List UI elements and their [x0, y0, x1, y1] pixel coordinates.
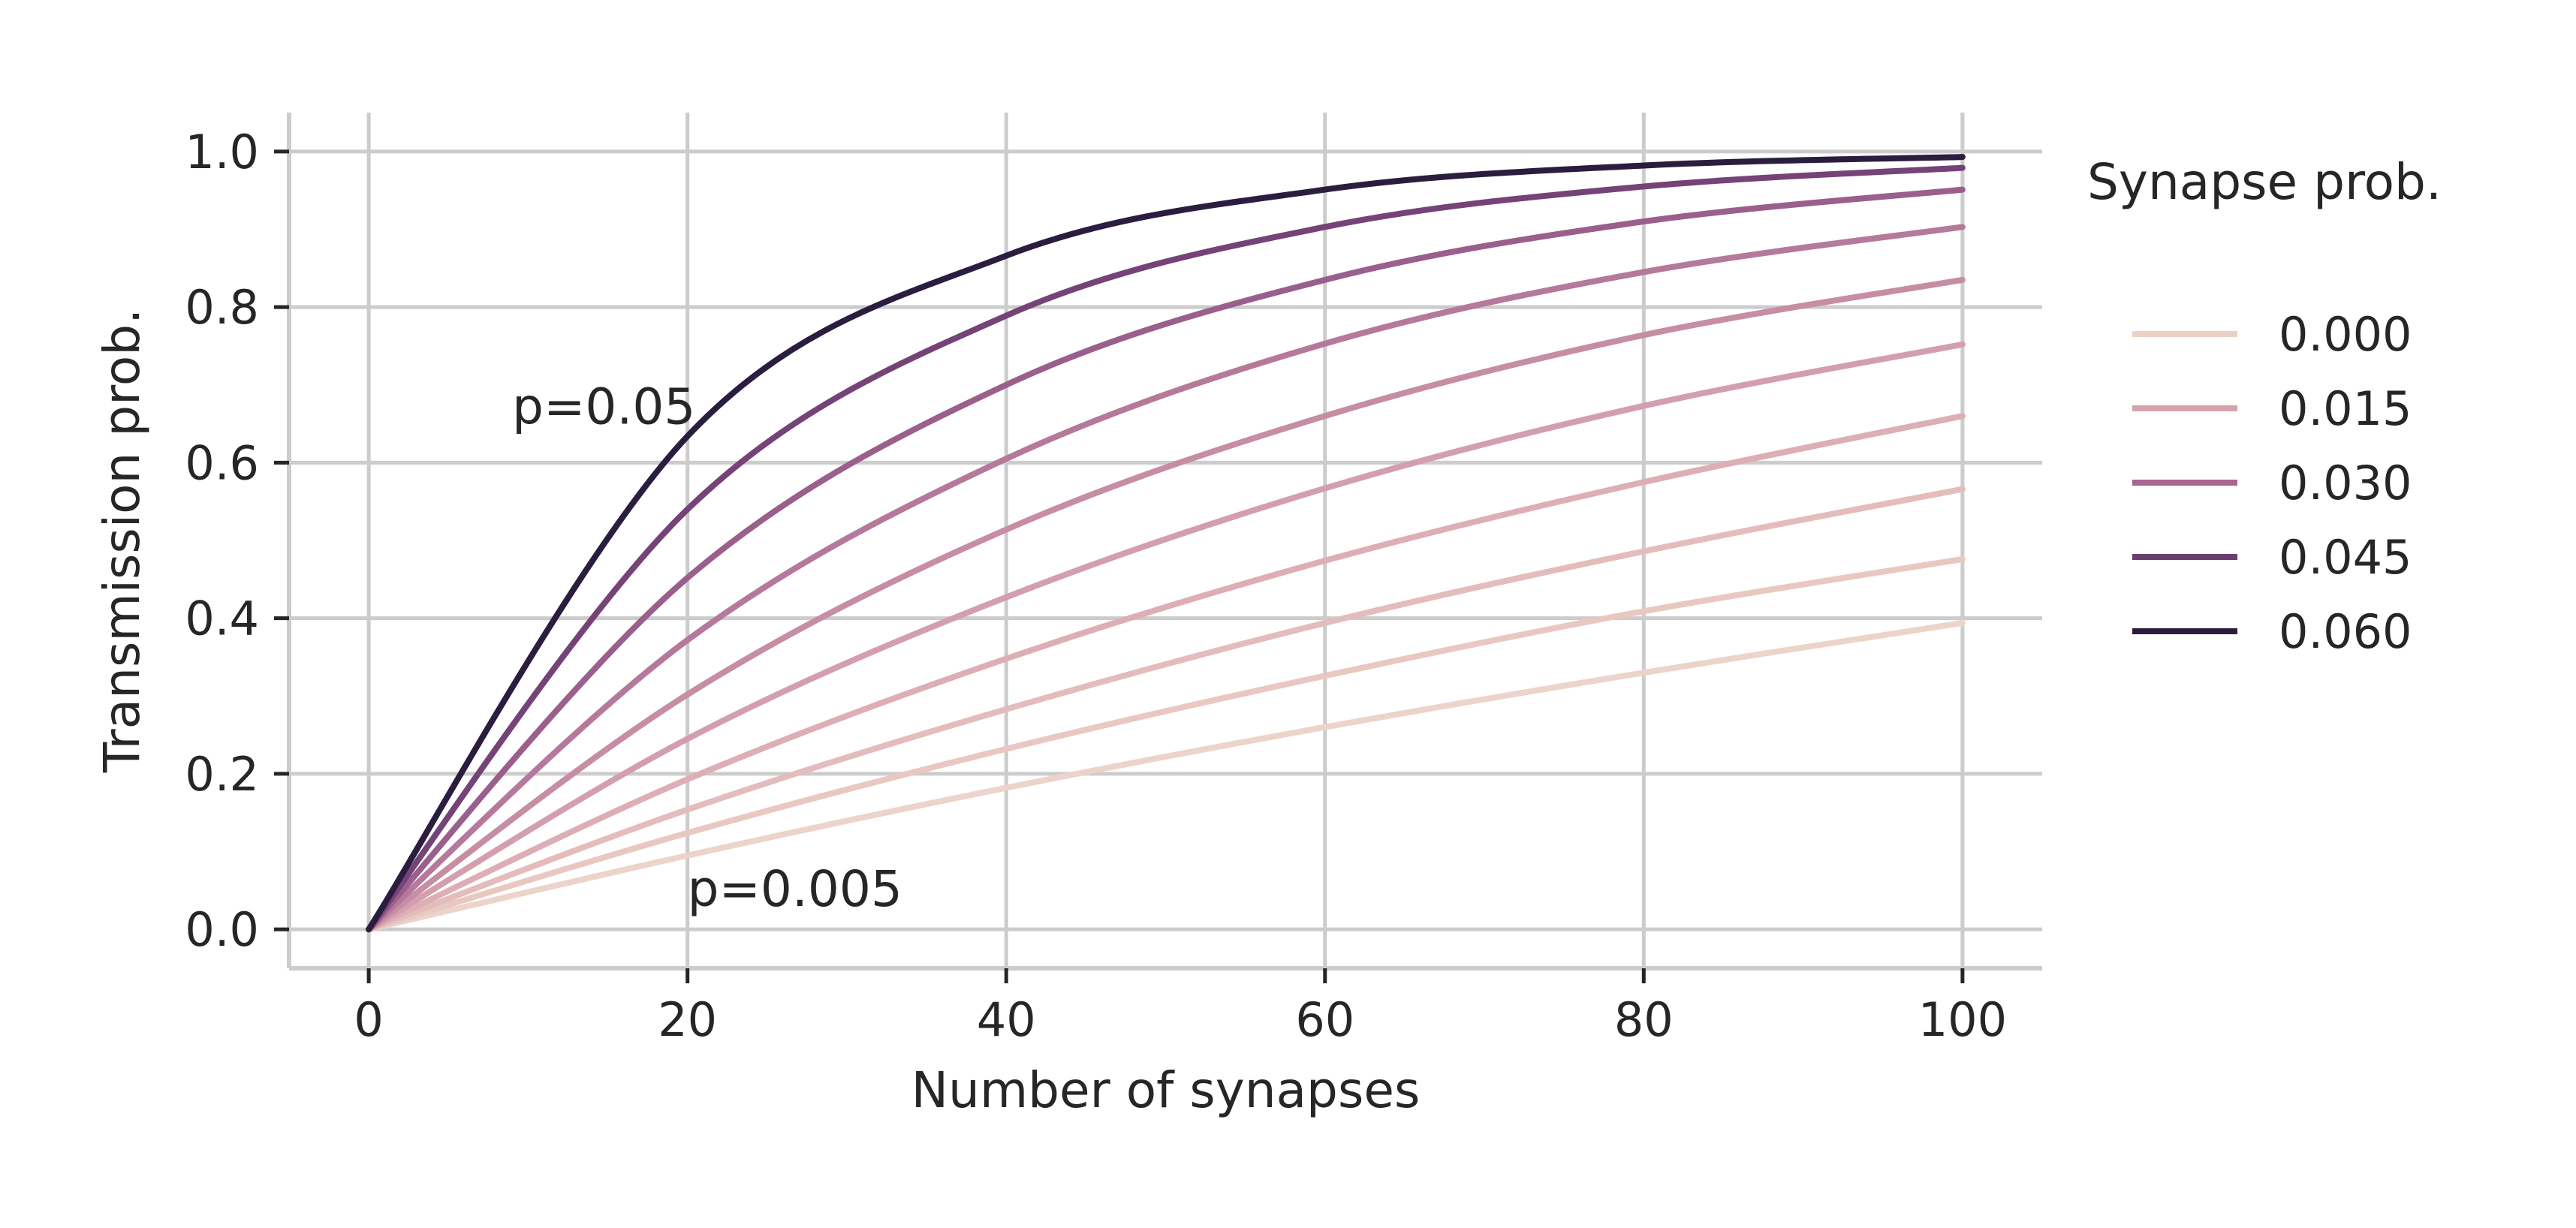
series-line	[366, 555, 1966, 933]
series-line	[366, 164, 1966, 933]
y-tick-label: 0.2	[185, 747, 259, 802]
series-line	[366, 276, 1966, 933]
series-line	[366, 154, 1966, 933]
y-tick-label: 0.8	[185, 280, 259, 335]
y-tick-label: 0.6	[185, 435, 259, 490]
series-line	[366, 341, 1966, 933]
y-axis-label: Transmission prob.	[93, 309, 151, 773]
annotation-label: p=0.05	[512, 378, 695, 436]
axes	[287, 113, 2042, 971]
legend-label: 0.060	[2279, 604, 2412, 659]
series-line	[366, 224, 1966, 933]
x-tick-label: 20	[658, 992, 717, 1047]
annotations: p=0.05 p=0.005	[512, 378, 902, 919]
legend-label: 0.015	[2279, 381, 2412, 436]
x-tick-label: 100	[1918, 992, 2007, 1047]
legend-label: 0.000	[2279, 307, 2412, 362]
annotation-label: p=0.005	[688, 860, 902, 918]
x-tick-label: 0	[354, 992, 383, 1047]
legend-title: Synapse prob.	[2087, 153, 2442, 211]
x-tick-label: 80	[1614, 992, 1674, 1047]
y-tick-label: 0.0	[185, 902, 259, 957]
series-line	[366, 186, 1966, 933]
ticks: 0 20 40 60 80 100 0.0 0.2 0.4 0.6 0.8 1.0	[185, 125, 2007, 1047]
x-tick-label: 60	[1295, 992, 1354, 1047]
series-line	[366, 619, 1966, 933]
series-group	[366, 154, 1966, 933]
legend: Synapse prob. 0.000 0.015 0.030 0.045 0.060	[2087, 153, 2442, 659]
x-tick-label: 40	[977, 992, 1036, 1047]
x-axis-label: Number of synapses	[911, 1061, 1421, 1119]
y-tick-label: 0.4	[185, 591, 259, 646]
series-line	[366, 413, 1966, 933]
legend-label: 0.045	[2279, 530, 2412, 585]
series-line	[366, 486, 1966, 933]
legend-label: 0.030	[2279, 456, 2412, 510]
y-tick-label: 1.0	[185, 125, 259, 179]
